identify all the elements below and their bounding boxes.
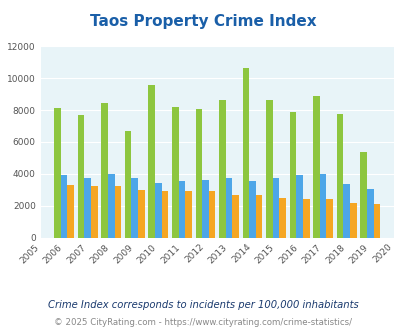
- Bar: [326, 199, 332, 238]
- Bar: [172, 107, 178, 238]
- Bar: [255, 195, 262, 238]
- Bar: [138, 190, 144, 238]
- Bar: [61, 175, 67, 238]
- Text: © 2025 CityRating.com - https://www.cityrating.com/crime-statistics/: © 2025 CityRating.com - https://www.city…: [54, 318, 351, 327]
- Bar: [302, 199, 309, 238]
- Bar: [125, 131, 131, 238]
- Bar: [349, 203, 356, 238]
- Bar: [178, 181, 185, 238]
- Bar: [366, 189, 373, 238]
- Bar: [343, 184, 349, 238]
- Bar: [131, 178, 138, 238]
- Bar: [108, 174, 114, 238]
- Bar: [225, 178, 232, 238]
- Bar: [373, 204, 379, 238]
- Bar: [155, 183, 161, 238]
- Bar: [336, 114, 343, 238]
- Bar: [360, 152, 366, 238]
- Bar: [208, 191, 215, 238]
- Bar: [148, 85, 155, 238]
- Bar: [114, 186, 121, 238]
- Bar: [78, 115, 84, 238]
- Bar: [161, 190, 168, 238]
- Bar: [313, 96, 319, 238]
- Bar: [272, 178, 279, 238]
- Bar: [54, 108, 61, 238]
- Bar: [242, 68, 249, 238]
- Text: Taos Property Crime Index: Taos Property Crime Index: [90, 14, 315, 29]
- Bar: [219, 100, 225, 238]
- Bar: [232, 194, 238, 238]
- Bar: [91, 186, 97, 238]
- Bar: [185, 190, 191, 238]
- Bar: [319, 174, 326, 238]
- Bar: [249, 181, 255, 238]
- Bar: [279, 198, 285, 238]
- Bar: [101, 103, 108, 238]
- Bar: [67, 185, 74, 238]
- Bar: [296, 175, 302, 238]
- Bar: [266, 100, 272, 238]
- Bar: [202, 180, 208, 238]
- Bar: [289, 112, 296, 238]
- Bar: [84, 178, 91, 238]
- Bar: [195, 109, 202, 238]
- Legend: Taos, New Mexico, National: Taos, New Mexico, National: [87, 327, 346, 330]
- Text: Crime Index corresponds to incidents per 100,000 inhabitants: Crime Index corresponds to incidents per…: [47, 300, 358, 310]
